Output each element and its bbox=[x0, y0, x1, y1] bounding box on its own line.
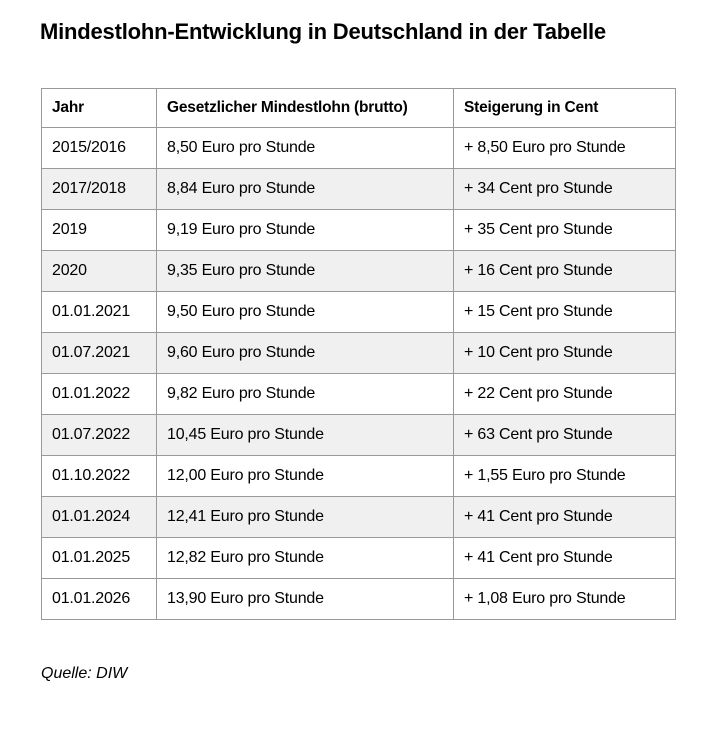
cell-steigerung: + 41 Cent pro Stunde bbox=[453, 496, 676, 538]
table-row: 01.01.2022 9,82 Euro pro Stunde + 22 Cent … bbox=[41, 373, 676, 415]
cell-jahr: 01.01.2021 bbox=[41, 291, 157, 333]
cell-steigerung: + 8,50 Euro pro Stunde bbox=[453, 127, 676, 169]
table-row: 01.07.2021 9,60 Euro pro Stunde + 10 Cent … bbox=[41, 332, 676, 374]
cell-mindestlohn: 12,82 Euro pro Stunde bbox=[156, 537, 454, 579]
table-row: 01.01.2026 13,90 Euro pro Stunde + 1,08 Eu… bbox=[41, 578, 676, 620]
cell-jahr: 01.01.2026 bbox=[41, 578, 157, 620]
cell-jahr: 2015/2016 bbox=[41, 127, 157, 169]
table-row: 2020 9,35 Euro pro Stunde + 16 Cent pro St… bbox=[41, 250, 676, 292]
table-row: 2019 9,19 Euro pro Stunde + 35 Cent pro St… bbox=[41, 209, 676, 251]
cell-mindestlohn: 9,82 Euro pro Stunde bbox=[156, 373, 454, 415]
column-header-mindestlohn: Gesetzlicher Mindestlohn (brutto) bbox=[156, 88, 454, 128]
cell-mindestlohn: 9,35 Euro pro Stunde bbox=[156, 250, 454, 292]
cell-jahr: 2017/2018 bbox=[41, 168, 157, 210]
cell-steigerung: + 34 Cent pro Stunde bbox=[453, 168, 676, 210]
cell-jahr: 2019 bbox=[41, 209, 157, 251]
cell-jahr: 01.01.2024 bbox=[41, 496, 157, 538]
cell-mindestlohn: 12,41 Euro pro Stunde bbox=[156, 496, 454, 538]
table-row: 01.01.2021 9,50 Euro pro Stunde + 15 Cent … bbox=[41, 291, 676, 333]
table-row: 2017/2018 8,84 Euro pro Stunde + 34 Cent p… bbox=[41, 168, 676, 210]
cell-steigerung: + 22 Cent pro Stunde bbox=[453, 373, 676, 415]
table-row: 2015/2016 8,50 Euro pro Stunde + 8,50 Euro… bbox=[41, 127, 676, 169]
page-title: Mindestlohn-Entwicklung in Deutschland i… bbox=[40, 19, 606, 44]
cell-jahr: 01.01.2022 bbox=[41, 373, 157, 415]
cell-mindestlohn: 8,50 Euro pro Stunde bbox=[156, 127, 454, 169]
cell-steigerung: + 35 Cent pro Stunde bbox=[453, 209, 676, 251]
cell-steigerung: + 1,08 Euro pro Stunde bbox=[453, 578, 676, 620]
cell-mindestlohn: 10,45 Euro pro Stunde bbox=[156, 414, 454, 456]
cell-steigerung: + 10 Cent pro Stunde bbox=[453, 332, 676, 374]
mindestlohn-table: Jahr Gesetzlicher Mindestlohn (brutto) S… bbox=[41, 88, 676, 620]
table-row: 01.07.2022 10,45 Euro pro Stunde + 63 Cent… bbox=[41, 414, 676, 456]
column-header-steigerung: Steigerung in Cent bbox=[453, 88, 676, 128]
table-row: 01.10.2022 12,00 Euro pro Stunde + 1,55 Eu… bbox=[41, 455, 676, 497]
cell-jahr: 01.07.2021 bbox=[41, 332, 157, 374]
cell-steigerung: + 63 Cent pro Stunde bbox=[453, 414, 676, 456]
cell-steigerung: + 15 Cent pro Stunde bbox=[453, 291, 676, 333]
cell-steigerung: + 1,55 Euro pro Stunde bbox=[453, 455, 676, 497]
cell-mindestlohn: 9,50 Euro pro Stunde bbox=[156, 291, 454, 333]
cell-jahr: 01.10.2022 bbox=[41, 455, 157, 497]
cell-jahr: 01.07.2022 bbox=[41, 414, 157, 456]
table-body: 2015/2016 8,50 Euro pro Stunde + 8,50 Euro… bbox=[41, 127, 676, 620]
cell-jahr: 2020 bbox=[41, 250, 157, 292]
cell-mindestlohn: 9,60 Euro pro Stunde bbox=[156, 332, 454, 374]
table-row: 01.01.2024 12,41 Euro pro Stunde + 41 Cent… bbox=[41, 496, 676, 538]
cell-steigerung: + 41 Cent pro Stunde bbox=[453, 537, 676, 579]
cell-steigerung: + 16 Cent pro Stunde bbox=[453, 250, 676, 292]
column-header-jahr: Jahr bbox=[41, 88, 157, 128]
table-row: 01.01.2025 12,82 Euro pro Stunde + 41 Cent… bbox=[41, 537, 676, 579]
source-note: Quelle: DIW bbox=[41, 665, 128, 682]
cell-mindestlohn: 9,19 Euro pro Stunde bbox=[156, 209, 454, 251]
cell-mindestlohn: 13,90 Euro pro Stunde bbox=[156, 578, 454, 620]
cell-mindestlohn: 8,84 Euro pro Stunde bbox=[156, 168, 454, 210]
header-row: Jahr Gesetzlicher Mindestlohn (brutto) S… bbox=[41, 88, 676, 128]
cell-jahr: 01.01.2025 bbox=[41, 537, 157, 579]
cell-mindestlohn: 12,00 Euro pro Stunde bbox=[156, 455, 454, 497]
